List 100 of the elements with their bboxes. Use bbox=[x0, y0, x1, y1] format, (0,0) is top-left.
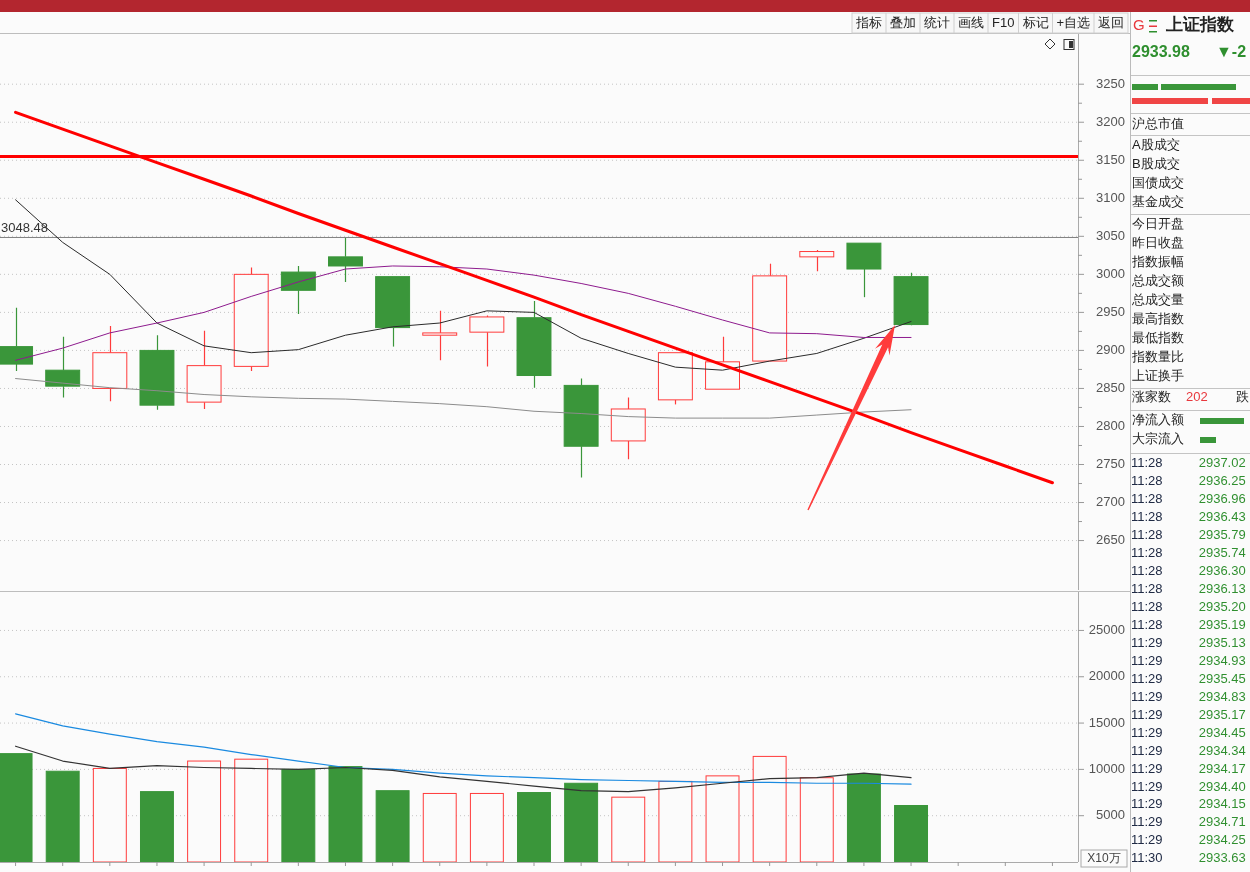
bar bbox=[564, 782, 599, 862]
ref-line-label: 3048.48 bbox=[1, 220, 48, 236]
candlestick bbox=[422, 310, 458, 361]
text: 11:29 2935.45 bbox=[1131, 670, 1246, 686]
text: 净流入额 bbox=[1132, 412, 1184, 428]
text: ▼-2 bbox=[1216, 43, 1247, 61]
bar bbox=[517, 792, 551, 862]
text: 11:29 2934.45 bbox=[1131, 724, 1246, 740]
text: 指数量比 bbox=[1131, 349, 1184, 365]
text: 跌 bbox=[1236, 389, 1249, 405]
text: 11:28 2935.20 bbox=[1131, 599, 1246, 615]
candlestick bbox=[280, 265, 316, 315]
bar bbox=[846, 773, 881, 862]
candlestick bbox=[846, 242, 882, 298]
text: F10 bbox=[992, 14, 1015, 30]
text: 指标 bbox=[855, 14, 882, 30]
text: 总成交量 bbox=[1131, 292, 1184, 308]
y-tick-label: 25000 bbox=[1088, 621, 1125, 637]
text: 11:28 2936.43 bbox=[1131, 509, 1246, 525]
bar bbox=[328, 766, 363, 862]
candlestick bbox=[610, 396, 646, 460]
text: 今日开盘 bbox=[1132, 216, 1184, 232]
text: 沪总市值 bbox=[1132, 116, 1184, 132]
text: 11:29 2935.13 bbox=[1131, 634, 1246, 650]
text: 11:29 2935.17 bbox=[1131, 706, 1246, 722]
text: 基金成交 bbox=[1132, 194, 1184, 210]
text: 大宗流入 bbox=[1132, 431, 1184, 447]
candlestick bbox=[469, 314, 505, 367]
y-tick-label: 15000 bbox=[1088, 714, 1125, 730]
y-tick-label: 5000 bbox=[1096, 807, 1125, 823]
y-tick-label: 20000 bbox=[1088, 668, 1125, 684]
y-tick-label: 3200 bbox=[1096, 113, 1125, 129]
candlestick bbox=[516, 300, 552, 389]
text: 11:28 2935.19 bbox=[1131, 616, 1246, 632]
text: 11:28 2937.02 bbox=[1131, 455, 1246, 471]
bar bbox=[799, 777, 834, 862]
bar bbox=[705, 775, 740, 862]
y-tick-label: 2650 bbox=[1096, 532, 1125, 547]
bar bbox=[187, 760, 222, 862]
y-tick-label: 2750 bbox=[1096, 455, 1125, 471]
y-tick-label: 2800 bbox=[1096, 417, 1125, 433]
y-tick-label: 2900 bbox=[1096, 341, 1125, 357]
line-series bbox=[15, 378, 912, 419]
text: 叠加 bbox=[890, 14, 916, 30]
text: 11:29 2934.34 bbox=[1131, 742, 1246, 758]
bar bbox=[45, 770, 80, 862]
candlestick bbox=[92, 325, 128, 402]
text: 11:28 2936.30 bbox=[1131, 563, 1246, 579]
bar bbox=[894, 805, 929, 862]
text: 上证换手 bbox=[1132, 368, 1184, 384]
bar bbox=[752, 755, 787, 862]
y-tick-label: 10000 bbox=[1088, 760, 1125, 776]
text: 11:29 2934.40 bbox=[1131, 778, 1246, 794]
y-tick-label: 3250 bbox=[1096, 75, 1125, 91]
text: 2933.98 bbox=[1132, 43, 1190, 61]
text: 11:29 2934.71 bbox=[1131, 814, 1246, 830]
text: 11:28 2936.13 bbox=[1131, 581, 1246, 597]
bar bbox=[92, 767, 127, 862]
candlestick bbox=[139, 334, 175, 411]
text: G bbox=[1133, 15, 1145, 33]
text: 11:29 2934.25 bbox=[1131, 832, 1246, 848]
candlestick bbox=[186, 330, 222, 410]
text: 指数振幅 bbox=[1131, 254, 1184, 270]
text: 昨日收盘 bbox=[1132, 235, 1184, 251]
y-tick-label: 3050 bbox=[1096, 227, 1125, 243]
y-tick-label: 3150 bbox=[1096, 151, 1125, 167]
text: 总成交额 bbox=[1131, 273, 1184, 289]
text: 11:29 2934.15 bbox=[1131, 796, 1246, 812]
text: 11:28 2935.74 bbox=[1131, 545, 1246, 561]
bar bbox=[469, 792, 504, 862]
candlestick bbox=[0, 307, 34, 372]
bar bbox=[611, 796, 646, 862]
text: 最高指数 bbox=[1132, 311, 1184, 327]
text: 国债成交 bbox=[1132, 175, 1184, 191]
text: +自选 bbox=[1056, 14, 1091, 30]
text: 11:28 2936.96 bbox=[1131, 491, 1246, 507]
candlestick bbox=[563, 377, 599, 479]
bar bbox=[375, 790, 410, 862]
y-tick-label: 2950 bbox=[1096, 303, 1125, 319]
text: 标记 bbox=[1021, 14, 1049, 30]
text: 最低指数 bbox=[1132, 330, 1184, 346]
candlestick bbox=[328, 236, 363, 283]
y-tick-label: 2850 bbox=[1096, 379, 1125, 395]
text: 画线 bbox=[958, 14, 984, 30]
text: 202 bbox=[1186, 389, 1208, 405]
y-tick-label: 3100 bbox=[1096, 189, 1125, 205]
text: 返回 bbox=[1098, 14, 1124, 30]
text: 上证指数 bbox=[1165, 15, 1235, 35]
text: 11:29 2934.17 bbox=[1131, 760, 1246, 776]
candlestick bbox=[45, 336, 81, 399]
text: A股成交 bbox=[1132, 137, 1180, 153]
line-series bbox=[14, 745, 912, 793]
bar bbox=[139, 791, 174, 862]
y-tick-label: 3000 bbox=[1096, 265, 1125, 281]
bar bbox=[234, 758, 269, 862]
y-axis-title: X10万 bbox=[1087, 851, 1121, 866]
text: 11:28 2936.25 bbox=[1131, 473, 1246, 489]
text: 11:30 2933.63 bbox=[1131, 850, 1246, 866]
line-series bbox=[14, 713, 912, 785]
bar bbox=[658, 780, 693, 862]
